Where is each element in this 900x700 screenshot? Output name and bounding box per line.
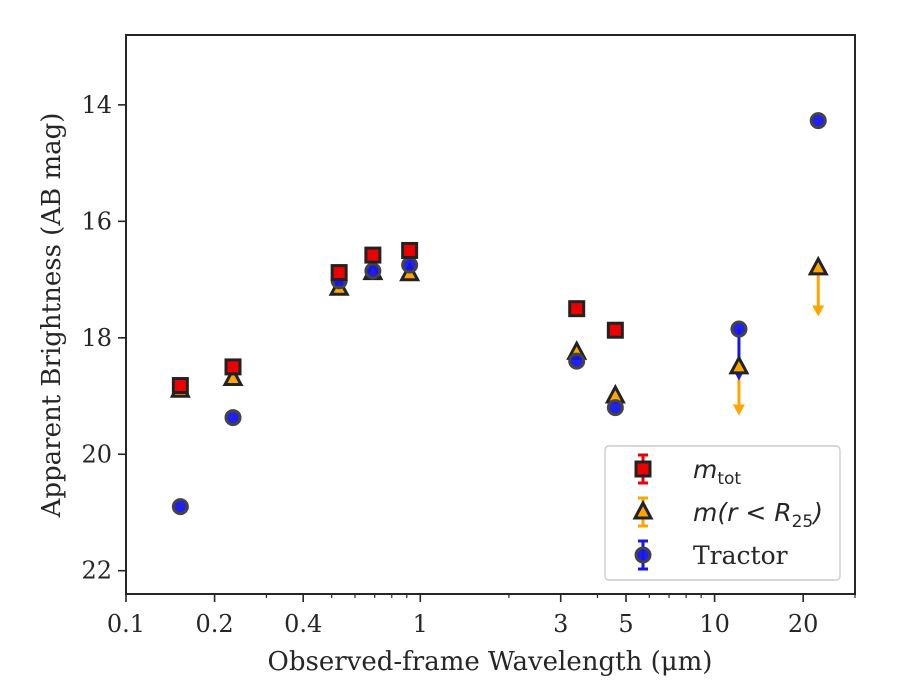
circle-point bbox=[730, 320, 748, 338]
square-point bbox=[401, 241, 419, 259]
x-tick-label: 5 bbox=[618, 610, 633, 638]
y-tick-label: 20 bbox=[81, 440, 112, 468]
legend-label: mtot bbox=[693, 455, 741, 489]
x-tick-label: 0.4 bbox=[284, 610, 322, 638]
circle-point bbox=[364, 262, 382, 280]
upper-limit-head bbox=[812, 305, 825, 317]
triangle-point bbox=[222, 366, 244, 387]
legend: mtot m(r < R25) Tractor bbox=[604, 445, 841, 581]
square-point bbox=[606, 321, 624, 339]
x-axis: 0.1 0.2 0.4 1 3 5 10 20 bbox=[107, 594, 856, 638]
x-tick-label: 0.2 bbox=[196, 610, 234, 638]
x-tick-label: 0.1 bbox=[107, 610, 145, 638]
y-axis-label: Apparent Brightness (AB mag) bbox=[37, 113, 67, 519]
y-tick-label: 18 bbox=[81, 324, 112, 352]
y-tick-label: 22 bbox=[81, 557, 112, 585]
legend-label-sub: 25 bbox=[792, 512, 814, 532]
triangle-point bbox=[728, 354, 750, 375]
x-tick-label: 1 bbox=[413, 610, 428, 638]
x-tick-label: 10 bbox=[699, 610, 730, 638]
legend-label-close: ) bbox=[811, 498, 823, 527]
legend-circle-marker bbox=[634, 546, 652, 564]
circle-point bbox=[171, 498, 189, 516]
legend-label-sub: tot bbox=[717, 469, 741, 489]
legend-label-main: m(r < R bbox=[693, 498, 792, 527]
data-marks bbox=[169, 112, 829, 516]
square-point bbox=[330, 264, 348, 282]
square-point bbox=[364, 246, 382, 264]
circle-point bbox=[568, 352, 586, 370]
x-tick-label: 20 bbox=[788, 610, 819, 638]
x-tick-label: 3 bbox=[553, 610, 568, 638]
legend-label: m(r < R25) bbox=[693, 498, 823, 532]
plot-frame bbox=[125, 34, 856, 595]
square-point bbox=[224, 358, 242, 376]
triangle-point bbox=[807, 255, 829, 276]
y-tick-label: 14 bbox=[81, 91, 112, 119]
circle-point bbox=[224, 409, 242, 427]
circle-point bbox=[606, 399, 624, 417]
legend-frame bbox=[604, 445, 841, 581]
x-axis-label: Observed-frame Wavelength (μm) bbox=[268, 647, 713, 677]
legend-label-main: m bbox=[693, 455, 717, 484]
legend-label: Tractor bbox=[693, 541, 788, 570]
legend-label-main: Tractor bbox=[693, 541, 788, 570]
circle-point bbox=[401, 256, 419, 274]
legend-square-marker bbox=[634, 460, 652, 478]
legend-triangle-marker bbox=[632, 499, 654, 520]
square-point bbox=[171, 377, 189, 395]
y-axis: 14 16 18 20 22 bbox=[81, 91, 126, 585]
upper-limit-head bbox=[732, 404, 745, 416]
y-tick-label: 16 bbox=[81, 207, 112, 235]
circle-point bbox=[809, 112, 827, 130]
square-point bbox=[568, 300, 586, 318]
